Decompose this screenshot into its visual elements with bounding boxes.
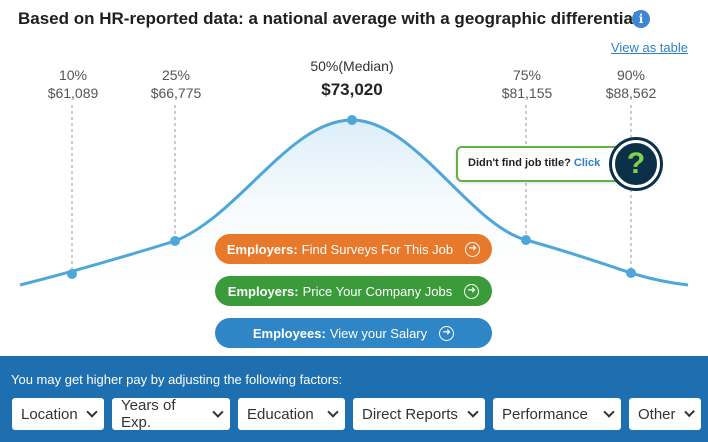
view-as-table-link[interactable]: View as table: [610, 40, 688, 55]
price-jobs-bold: Employers:: [227, 283, 299, 299]
view-salary-bold: Employees:: [252, 325, 326, 341]
find-surveys-text: Find Surveys For This Job: [301, 241, 454, 257]
dropdown-years-of-exp[interactable]: Years of Exp.: [112, 397, 230, 431]
chevron-down-icon: [327, 406, 339, 418]
dropdown-other[interactable]: Other: [629, 398, 701, 430]
label-median-value: $73,020: [321, 80, 383, 99]
question-mark-icon[interactable]: ?: [612, 140, 660, 188]
info-icon[interactable]: i: [632, 10, 650, 28]
distribution-curve: [19, 118, 689, 287]
chevron-down-icon: [683, 406, 695, 418]
label-p75-value: $81,155: [501, 85, 553, 101]
dropdown-performance-label: Performance: [502, 405, 588, 423]
dropdown-direct-reports-label: Direct Reports: [362, 405, 458, 423]
label-p10: 10% $61,089: [28, 66, 118, 102]
point-p75: [521, 235, 531, 245]
label-p25: 25% $66,775: [131, 66, 221, 102]
point-median: [347, 115, 357, 125]
dropdown-education-label: Education: [247, 405, 314, 423]
page-title: Based on HR-reported data: a national av…: [18, 9, 638, 28]
dropdown-location[interactable]: Location: [12, 398, 104, 430]
curve-fill: [20, 120, 688, 300]
view-salary-button[interactable]: Employees: View your Salary ➜: [215, 318, 492, 348]
pay-factors-bar: You may get higher pay by adjusting the …: [0, 356, 708, 442]
pay-factors-heading: You may get higher pay by adjusting the …: [11, 372, 343, 387]
dropdown-direct-reports[interactable]: Direct Reports: [353, 398, 485, 430]
chevron-down-icon: [467, 406, 479, 418]
price-jobs-button[interactable]: Employers: Price Your Company Jobs ➜: [215, 276, 492, 306]
callout-text: Didn't find job title?: [468, 157, 571, 169]
chevron-down-icon: [86, 406, 98, 418]
dropdown-years-label: Years of Exp.: [121, 397, 176, 431]
chevron-down-icon: [212, 406, 224, 418]
label-p75: 75% $81,155: [482, 66, 572, 102]
callout-click-link[interactable]: Click: [573, 157, 601, 169]
arrow-right-icon: ➜: [465, 241, 481, 257]
label-p25-pct: 25%: [161, 67, 191, 83]
label-p10-value: $61,089: [47, 85, 99, 101]
find-surveys-button[interactable]: Employers: Find Surveys For This Job ➜: [215, 234, 492, 264]
arrow-right-icon: ➜: [464, 283, 480, 299]
dropdown-education[interactable]: Education: [238, 398, 345, 430]
label-p25-value: $66,775: [150, 85, 202, 101]
label-p90: 90% $88,562: [586, 66, 676, 102]
dropdown-performance[interactable]: Performance: [493, 398, 621, 430]
chevron-down-icon: [603, 406, 615, 418]
arrow-right-icon: ➜: [439, 325, 455, 341]
point-p25: [170, 236, 180, 246]
dropdown-other-label: Other: [638, 405, 676, 423]
label-p10-pct: 10%: [58, 67, 88, 83]
point-p90: [626, 268, 636, 278]
point-p10: [67, 269, 77, 279]
factor-dropdowns: Location Years of Exp. Education Direct …: [12, 397, 701, 431]
view-salary-text: View your Salary: [329, 325, 428, 341]
price-jobs-text: Price Your Company Jobs: [302, 283, 453, 299]
label-p75-pct: 75%: [512, 67, 542, 83]
label-median-pct: 50%(Median): [310, 58, 394, 74]
find-surveys-bold: Employers:: [226, 241, 298, 257]
dropdown-location-label: Location: [21, 405, 78, 423]
label-p90-pct: 90%: [616, 67, 646, 83]
salary-distribution-chart: [19, 105, 689, 300]
label-p90-value: $88,562: [605, 85, 657, 101]
